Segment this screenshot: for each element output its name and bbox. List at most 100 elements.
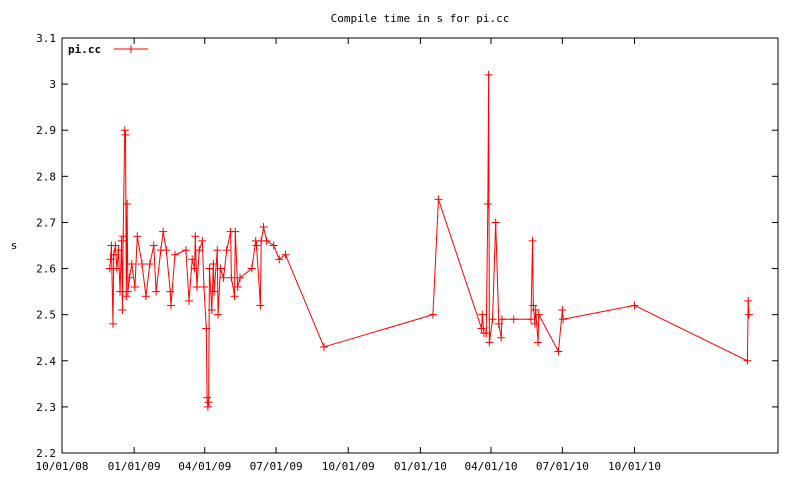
- point-marker: [127, 259, 136, 268]
- point-marker: [482, 329, 491, 338]
- point-marker: [558, 306, 567, 315]
- point-marker: [114, 246, 123, 255]
- point-marker: [117, 236, 126, 245]
- x-tick-label: 07/01/10: [536, 460, 589, 473]
- point-marker: [111, 241, 120, 250]
- point-marker: [108, 319, 117, 328]
- point-marker: [181, 246, 190, 255]
- point-marker: [559, 315, 568, 324]
- point-marker: [216, 264, 225, 273]
- x-tick-label: 04/01/09: [178, 460, 231, 473]
- point-marker: [137, 259, 146, 268]
- chart-title: Compile time in s for pi.cc: [331, 12, 510, 25]
- point-marker: [483, 200, 492, 208]
- point-marker: [319, 342, 328, 351]
- point-marker: [121, 130, 130, 139]
- point-marker: [204, 398, 213, 407]
- point-marker: [145, 259, 154, 268]
- point-marker: [123, 287, 132, 296]
- point-marker: [534, 310, 543, 319]
- point-marker: [207, 306, 216, 315]
- point-marker: [534, 338, 543, 347]
- point-marker: [119, 232, 128, 241]
- x-tick-label: 07/01/09: [250, 460, 303, 473]
- point-marker: [210, 287, 219, 296]
- point-marker: [222, 246, 231, 255]
- point-marker: [227, 273, 236, 282]
- point-marker: [213, 246, 222, 255]
- point-marker: [149, 241, 158, 250]
- point-marker: [491, 218, 500, 227]
- point-marker: [202, 324, 211, 333]
- point-marker: [118, 306, 127, 315]
- y-tick-label: 2.7: [36, 216, 56, 229]
- x-tick-label: 04/01/10: [464, 460, 517, 473]
- point-marker: [530, 319, 539, 328]
- point-marker: [159, 227, 168, 236]
- point-marker: [554, 347, 563, 356]
- point-marker: [133, 232, 142, 241]
- point-marker: [478, 310, 487, 319]
- x-tick-label: 10/01/09: [322, 460, 375, 473]
- point-marker: [231, 227, 240, 236]
- point-marker: [192, 283, 201, 291]
- point-marker: [256, 301, 265, 310]
- point-marker: [122, 292, 131, 301]
- y-tick-label: 2.3: [36, 401, 56, 414]
- x-tick-label: 01/01/10: [394, 460, 447, 473]
- point-marker: [209, 259, 218, 268]
- point-marker: [120, 126, 129, 135]
- y-tick-label: 2.9: [36, 124, 56, 137]
- point-marker: [230, 292, 239, 301]
- point-marker: [494, 319, 503, 328]
- point-marker: [531, 306, 540, 315]
- point-marker: [744, 296, 753, 305]
- point-marker: [188, 255, 197, 264]
- point-marker: [205, 264, 214, 273]
- point-marker: [190, 264, 199, 273]
- point-marker: [236, 273, 245, 282]
- point-marker: [488, 315, 497, 324]
- point-marker: [167, 301, 176, 310]
- point-marker: [497, 333, 506, 342]
- point-marker: [162, 246, 171, 255]
- y-tick-label: 2.8: [36, 170, 56, 183]
- y-tick-label: 2.4: [36, 355, 56, 368]
- point-marker: [233, 283, 242, 291]
- point-marker: [106, 255, 115, 264]
- point-marker: [428, 310, 437, 319]
- legend-label: pi.cc: [68, 43, 101, 56]
- x-tick-label: 10/01/10: [608, 460, 661, 473]
- point-marker: [170, 250, 179, 259]
- point-marker: [259, 223, 268, 232]
- point-marker: [269, 241, 278, 250]
- point-marker: [198, 236, 207, 245]
- point-marker: [109, 250, 118, 259]
- y-tick-label: 2.6: [36, 263, 56, 276]
- point-marker: [112, 264, 121, 273]
- point-marker: [203, 393, 212, 402]
- series-line: [109, 74, 750, 407]
- point-marker: [281, 250, 290, 259]
- point-marker: [191, 232, 200, 241]
- point-marker: [199, 283, 208, 291]
- point-marker: [485, 338, 494, 347]
- point-marker: [152, 287, 161, 296]
- point-marker: [166, 287, 175, 296]
- y-tick-label: 3: [49, 78, 56, 91]
- point-marker: [497, 315, 506, 324]
- point-marker: [195, 246, 204, 255]
- point-marker: [630, 301, 639, 310]
- point-marker: [219, 273, 228, 282]
- point-marker: [509, 315, 518, 324]
- point-marker: [262, 236, 271, 245]
- y-tick-label: 2.2: [36, 447, 56, 460]
- point-marker: [185, 296, 194, 305]
- point-marker: [434, 195, 443, 204]
- y-axis-label: s: [11, 239, 18, 252]
- point-marker: [214, 310, 223, 319]
- point-marker: [743, 356, 752, 365]
